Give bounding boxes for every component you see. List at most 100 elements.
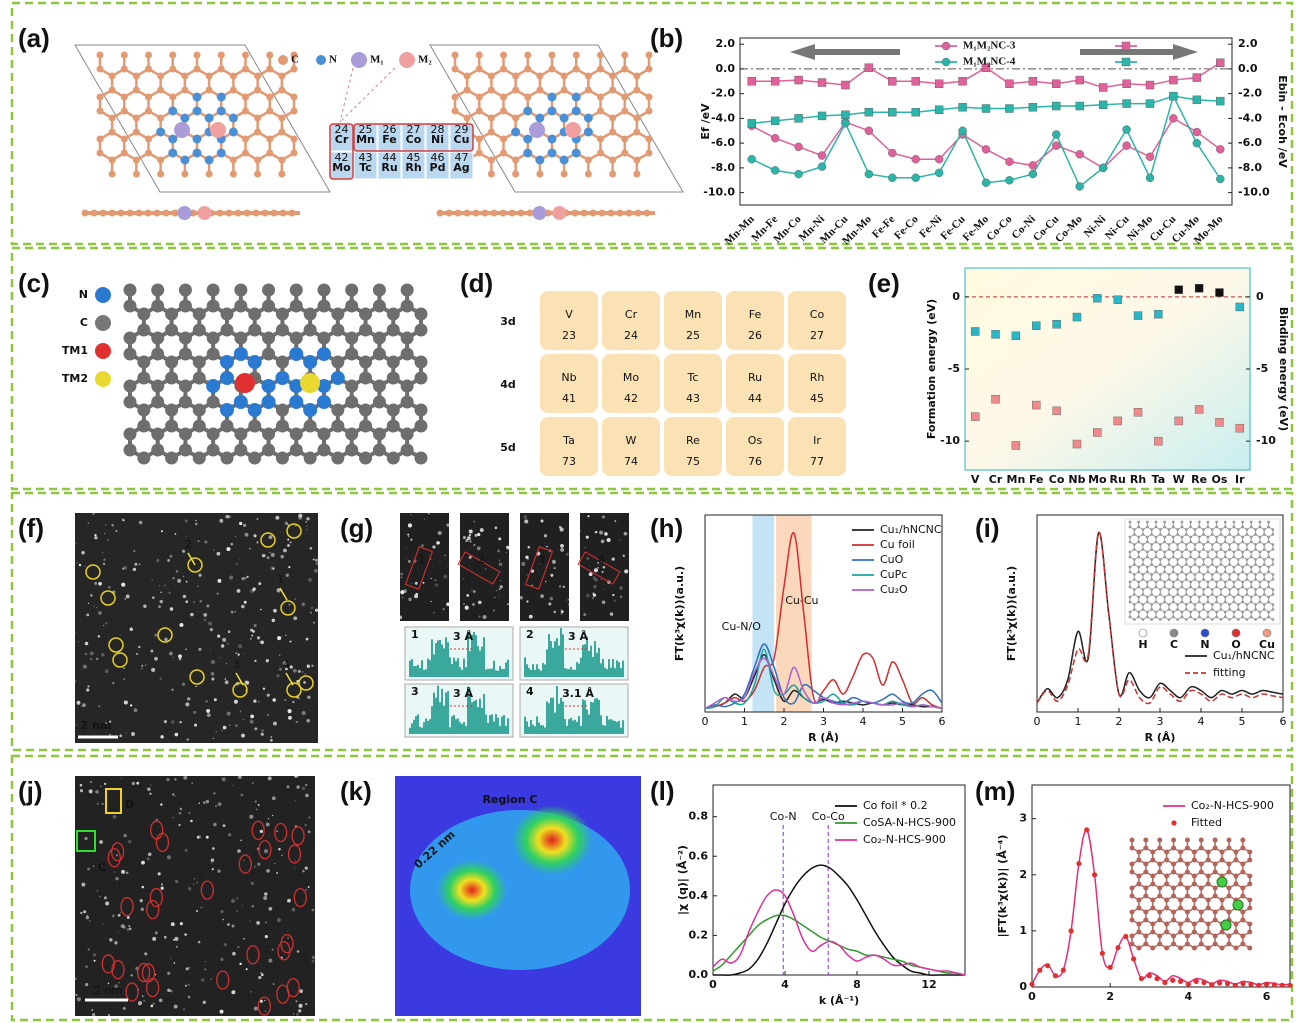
atom [1210, 573, 1214, 576]
n-atom [571, 92, 581, 102]
speckle [193, 884, 195, 886]
speckle [256, 636, 261, 640]
y-tick-label: -2.0 [711, 87, 735, 100]
atom [1197, 600, 1201, 604]
atom [1180, 615, 1184, 619]
speckle [558, 585, 562, 588]
speckle [305, 521, 307, 523]
panel-label: (e) [868, 268, 900, 298]
atom [262, 347, 276, 361]
atom [1202, 618, 1206, 621]
atom [151, 443, 165, 457]
metal-atom [1216, 876, 1228, 888]
speckle [123, 565, 128, 570]
element-symbol: Ir [813, 434, 821, 447]
atom [451, 107, 459, 115]
profile-bar [574, 719, 576, 734]
atom [1145, 535, 1149, 539]
atom [1197, 540, 1201, 544]
y-axis-title: Formation energy (eV) [925, 299, 938, 439]
atom [1158, 548, 1162, 551]
speckle [95, 607, 98, 609]
side-atom [225, 209, 233, 217]
atom [1226, 893, 1232, 899]
marker [1005, 79, 1014, 88]
speckle [619, 586, 623, 590]
speckle [123, 667, 126, 670]
speckle [231, 899, 235, 903]
speckle [479, 528, 484, 532]
speckle [474, 533, 478, 537]
speckle [249, 547, 251, 550]
profile-bar [580, 657, 582, 677]
atom [1232, 540, 1236, 544]
speckle [410, 538, 413, 541]
speckle [242, 718, 245, 721]
atom [241, 51, 249, 59]
atom [1193, 603, 1197, 606]
y-axis-title: FT(k³χ(k))(a.u.) [1005, 566, 1018, 661]
atom [1232, 535, 1236, 539]
speckle [305, 528, 308, 531]
atom-marker [246, 945, 260, 965]
atom [1129, 909, 1135, 915]
profile-bar [564, 668, 566, 677]
speckle [524, 519, 529, 524]
atom [1176, 588, 1180, 591]
n-atom [168, 106, 178, 116]
atom [1150, 528, 1154, 531]
profile-bar [473, 631, 475, 677]
element-symbol: Ru [748, 371, 762, 384]
speckle [296, 785, 300, 789]
atom [1233, 921, 1239, 927]
atom [1267, 615, 1270, 619]
speckle [78, 641, 80, 643]
atom [487, 170, 495, 178]
atom [1137, 610, 1141, 614]
atom [229, 72, 237, 80]
speckle [499, 579, 502, 582]
speckle [559, 527, 564, 532]
atom [1189, 570, 1193, 574]
speckle [184, 519, 188, 523]
atom [262, 283, 276, 297]
x-tick-label: 0 [1034, 715, 1041, 728]
speckle [102, 923, 104, 925]
profile-bar [479, 650, 481, 677]
arrow [235, 672, 244, 686]
marker [1169, 114, 1178, 123]
atom [1132, 618, 1136, 621]
arrow [1080, 44, 1198, 60]
atom [1205, 929, 1211, 935]
speckle [306, 719, 310, 723]
atom [1197, 595, 1201, 599]
marker [1075, 101, 1084, 111]
atom [165, 419, 179, 433]
atom [1236, 588, 1240, 591]
profile-bar [425, 718, 427, 734]
x-tick-label: Co [1049, 473, 1065, 486]
marker [1235, 302, 1245, 312]
speckle [91, 1009, 94, 1011]
x-tick-label: 8 [853, 978, 861, 991]
atom [275, 403, 289, 417]
speckle [567, 599, 569, 601]
profile-bar [437, 640, 439, 677]
atom [1143, 933, 1149, 939]
side-atom [144, 209, 152, 217]
atom [206, 395, 220, 409]
atom [1226, 837, 1232, 843]
speckle [235, 652, 238, 655]
profile-bar [495, 714, 497, 734]
atom [1215, 540, 1219, 544]
atom [144, 65, 152, 73]
atom [96, 93, 104, 101]
atom [1180, 555, 1184, 559]
atom [1206, 615, 1210, 619]
element-number: 25 [686, 329, 700, 342]
speckle [123, 700, 128, 705]
speckle [187, 886, 192, 891]
atom [1164, 857, 1170, 863]
speckle [150, 784, 152, 786]
speckle [152, 1002, 155, 1005]
